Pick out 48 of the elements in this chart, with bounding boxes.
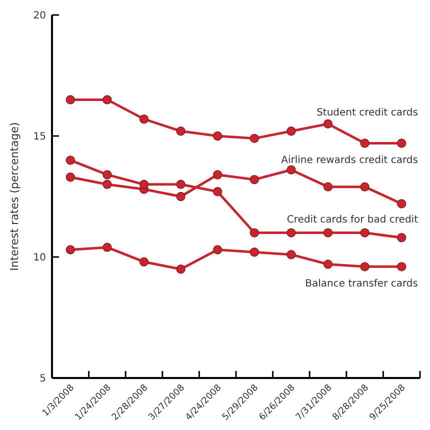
point bbox=[139, 114, 149, 124]
series-label: Credit cards for bad credit bbox=[286, 214, 418, 226]
point bbox=[66, 245, 75, 254]
y-axis-title: Interest rates (percentage) bbox=[8, 122, 21, 271]
point bbox=[176, 126, 186, 136]
point bbox=[397, 233, 406, 242]
point bbox=[102, 95, 112, 104]
point bbox=[176, 264, 186, 274]
point bbox=[176, 192, 186, 202]
point bbox=[360, 182, 370, 192]
point bbox=[250, 228, 259, 238]
point bbox=[176, 180, 186, 189]
point bbox=[213, 245, 222, 254]
y-tick-label: 20 bbox=[33, 10, 46, 22]
point bbox=[397, 262, 406, 272]
point bbox=[213, 131, 222, 141]
point bbox=[286, 228, 296, 238]
point bbox=[250, 174, 259, 184]
y-tick-label: 5 bbox=[40, 374, 46, 384]
point bbox=[139, 257, 149, 266]
point bbox=[286, 126, 296, 136]
point bbox=[286, 250, 296, 260]
point bbox=[360, 228, 370, 238]
point bbox=[323, 260, 333, 269]
point bbox=[397, 199, 406, 208]
point bbox=[250, 134, 259, 144]
y-tick-label: 15 bbox=[33, 132, 46, 142]
point bbox=[323, 119, 333, 128]
point bbox=[360, 262, 370, 272]
series-label: Balance transfer cards bbox=[305, 278, 418, 290]
point bbox=[102, 180, 112, 189]
point bbox=[66, 172, 75, 182]
point bbox=[102, 242, 112, 252]
series-label: Airline rewards credit cards bbox=[281, 154, 418, 166]
point bbox=[102, 170, 112, 180]
point bbox=[66, 156, 75, 165]
point bbox=[323, 228, 333, 238]
point bbox=[360, 138, 370, 148]
point bbox=[286, 165, 296, 174]
point bbox=[139, 180, 149, 189]
point bbox=[323, 182, 333, 192]
y-tick-label: 10 bbox=[33, 252, 46, 264]
point bbox=[397, 138, 406, 148]
series-label: Student credit cards bbox=[316, 107, 418, 118]
point bbox=[250, 248, 259, 257]
point bbox=[213, 170, 222, 180]
point bbox=[213, 187, 222, 196]
point bbox=[66, 95, 75, 104]
